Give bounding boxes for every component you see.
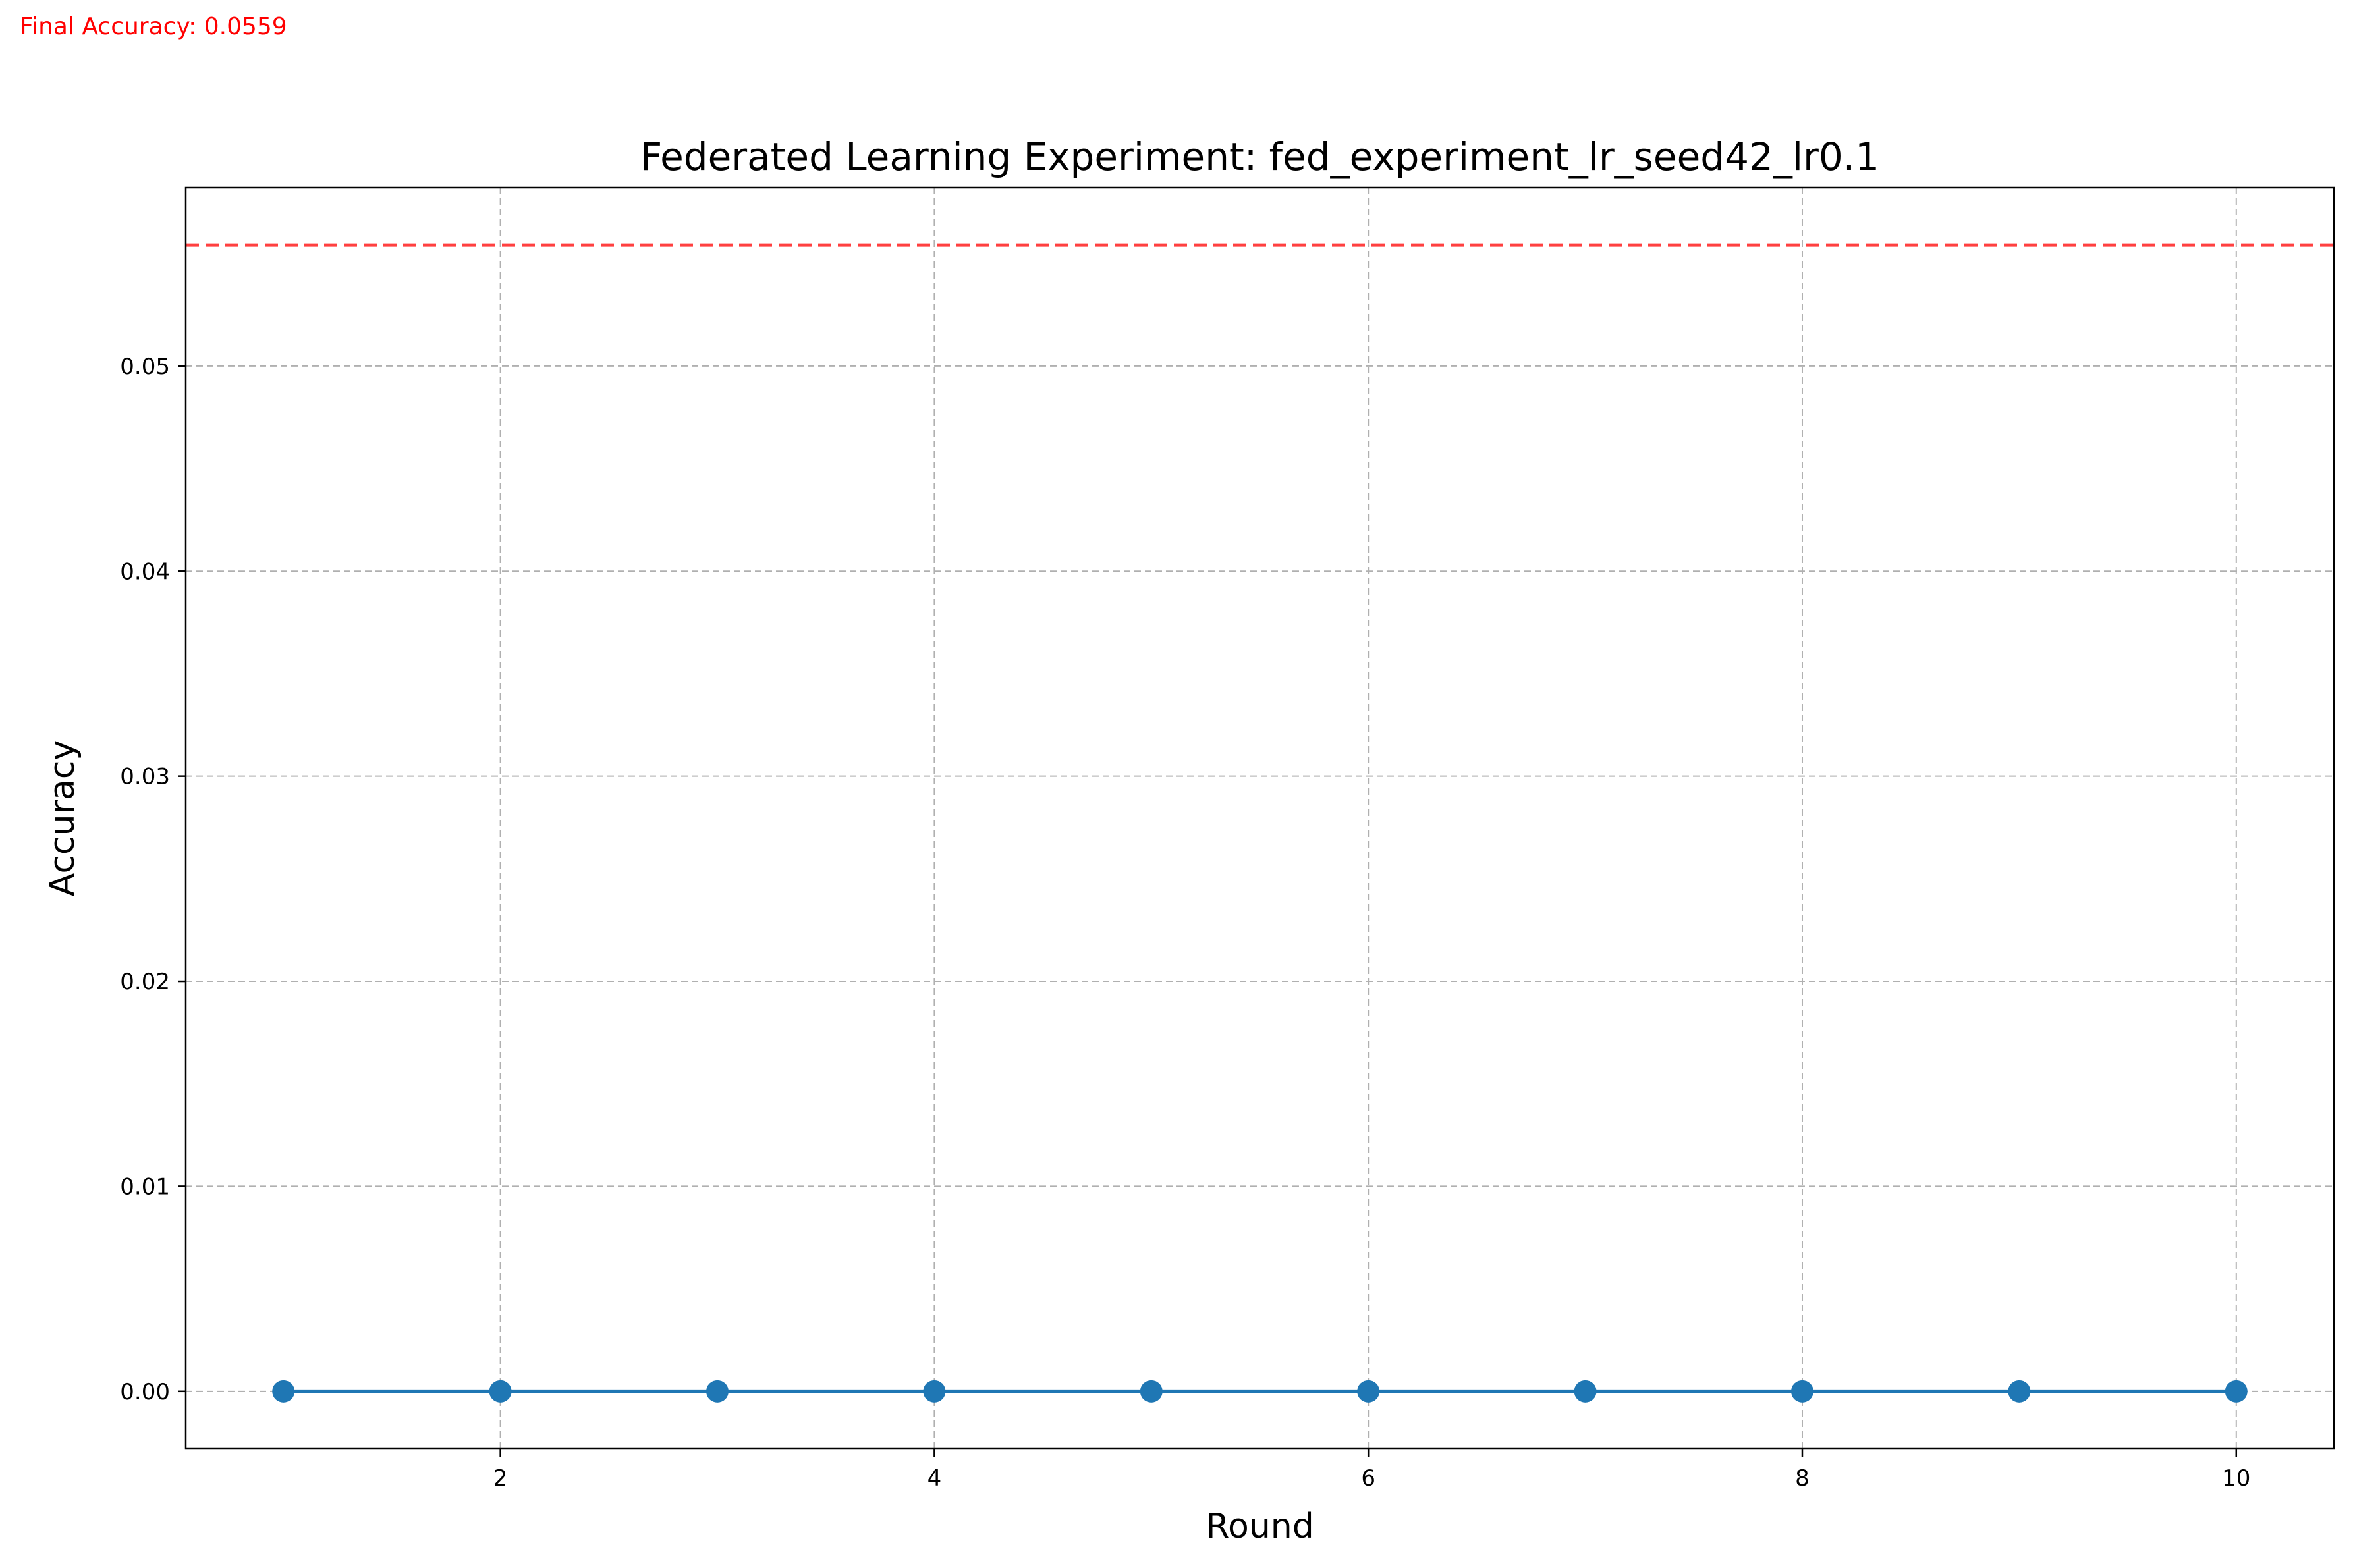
- accuracy-point: [1574, 1380, 1597, 1403]
- series-layer: [272, 1380, 2248, 1403]
- x-tick-label: 4: [927, 1465, 942, 1492]
- ticks-layer: 2 4 6 8 10 0.00 0.01 0.02 0.03 0.04 0.05: [120, 354, 2250, 1492]
- accuracy-point: [706, 1380, 729, 1403]
- y-axis-label: Accuracy: [43, 740, 82, 896]
- final-accuracy-annotation: Final Accuracy: 0.0559: [20, 13, 287, 40]
- y-tick-label: 0.03: [120, 764, 170, 790]
- y-tick-label: 0.01: [120, 1174, 170, 1200]
- y-tick-label: 0.05: [120, 354, 170, 380]
- accuracy-point: [2225, 1380, 2248, 1403]
- x-axis-label: Round: [1205, 1507, 1314, 1546]
- y-tick-label: 0.04: [120, 558, 170, 585]
- x-tick-label: 10: [2222, 1465, 2250, 1492]
- accuracy-point: [923, 1380, 946, 1403]
- plot-frame: [184, 186, 2335, 1450]
- y-tick-label: 0.02: [120, 969, 170, 995]
- accuracy-point: [1140, 1380, 1163, 1403]
- accuracy-point: [2008, 1380, 2031, 1403]
- y-tick-label: 0.00: [120, 1379, 170, 1405]
- x-tick-label: 8: [1795, 1465, 1810, 1492]
- accuracy-point: [489, 1380, 512, 1403]
- chart-title: Federated Learning Experiment: fed_exper…: [640, 134, 1879, 179]
- accuracy-point: [272, 1380, 295, 1403]
- accuracy-point: [1790, 1380, 1813, 1403]
- x-tick-label: 6: [1361, 1465, 1375, 1492]
- accuracy-point: [1357, 1380, 1380, 1403]
- x-tick-label: 2: [493, 1465, 508, 1492]
- grid-layer: [186, 188, 2334, 1449]
